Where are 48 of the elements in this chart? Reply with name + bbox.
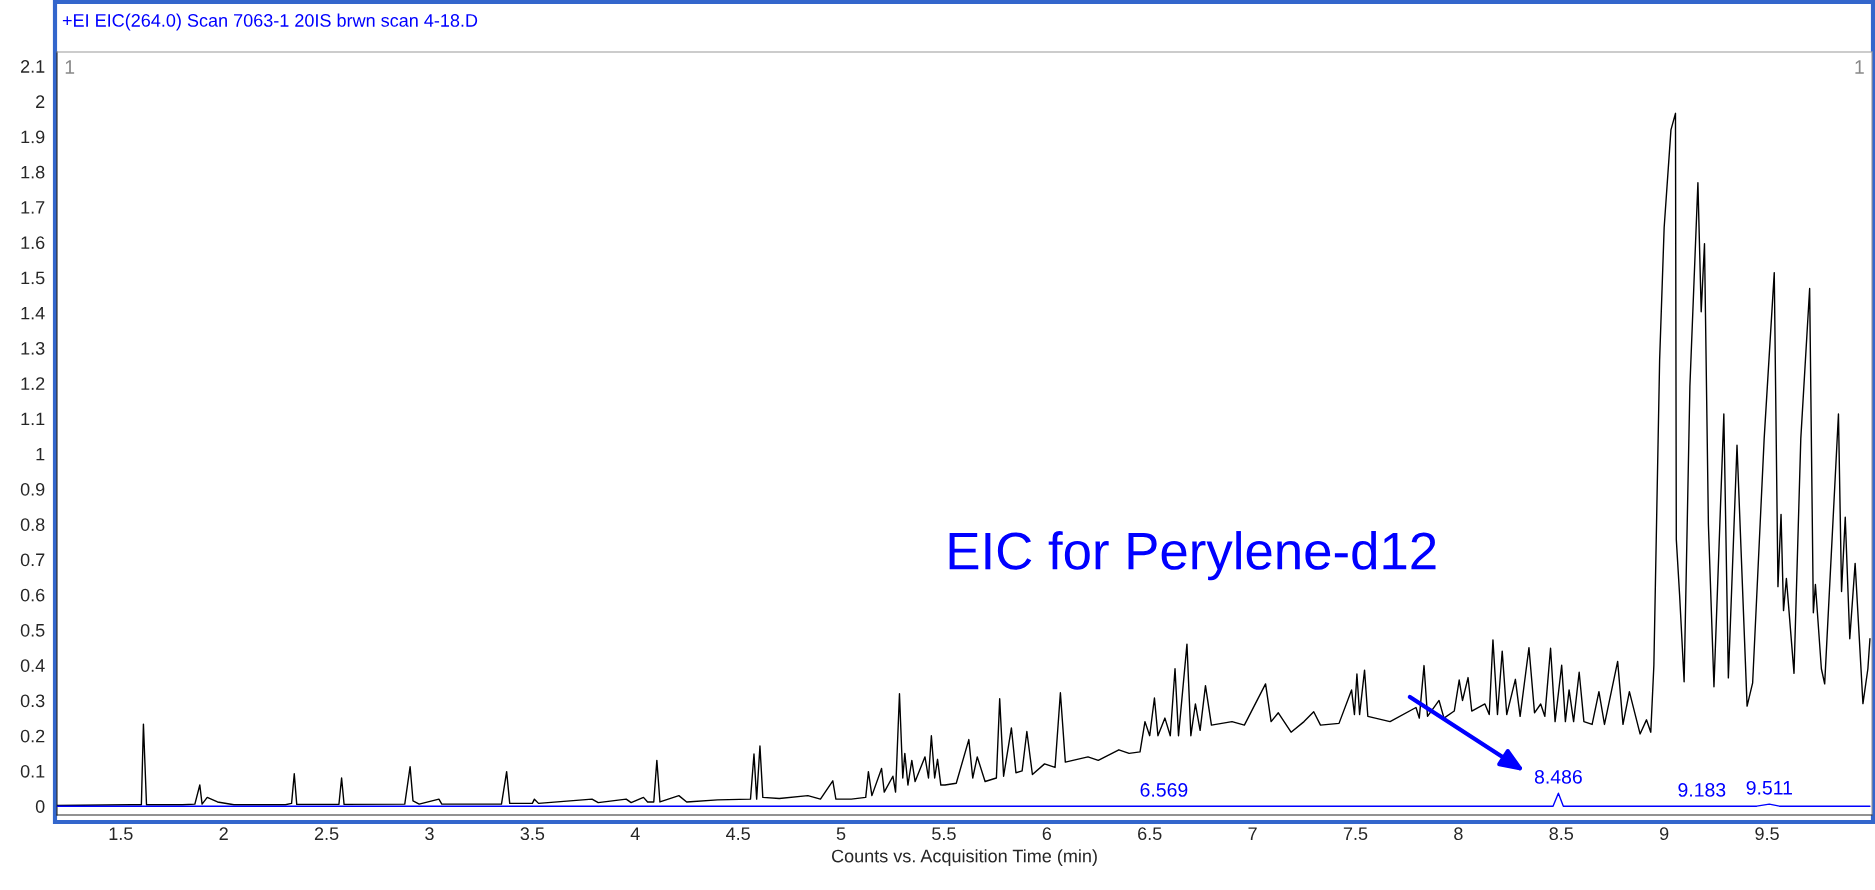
y-tick-label: 1.3 — [21, 341, 45, 355]
annotation: 1 — [1855, 60, 1864, 74]
x-tick-label: 9.5 — [1755, 827, 1779, 841]
x-tick-label: 1.5 — [109, 827, 133, 841]
y-tick-label: 1.8 — [21, 165, 45, 179]
y-tick-label: 0 — [35, 800, 45, 813]
y-tick-label: 1.2 — [21, 377, 45, 390]
x-tick-label: 4 — [630, 827, 640, 840]
y-tick-label: 0.6 — [20, 588, 45, 602]
x-tick-label: 3 — [425, 827, 434, 841]
annotation: 8.486 — [1534, 769, 1582, 784]
x-tick-label: 5.5 — [932, 827, 956, 841]
y-tick-label: 0.4 — [20, 659, 45, 672]
x-tick-label: 2 — [219, 827, 228, 840]
y-tick-label: 0.1 — [20, 764, 45, 778]
y-tick-label: 1.7 — [21, 201, 45, 214]
annotation: 9.511 — [1746, 780, 1792, 795]
y-tick-label: 1.4 — [21, 306, 45, 320]
x-tick-label: 7.5 — [1343, 827, 1368, 841]
x-tick-label: 8.5 — [1549, 827, 1574, 841]
x-axis-title: Counts vs. Acquisition Time (min) — [831, 849, 1097, 867]
y-tick-label: 0.9 — [20, 482, 45, 496]
x-tick-label: 7 — [1248, 827, 1257, 840]
x-tick-label: 5 — [836, 827, 846, 841]
y-tick-label: 1.1 — [21, 412, 45, 426]
y-tick-label: 2 — [36, 95, 45, 108]
x-tick-label: 9 — [1659, 827, 1669, 841]
annotation: 9.183 — [1678, 783, 1726, 797]
y-tick-label: 1.9 — [21, 130, 45, 144]
x-tick-label: 4.5 — [726, 827, 750, 841]
annotation: 1 — [65, 60, 75, 74]
x-tick-label: 6 — [1042, 827, 1052, 841]
x-tick-label: 2.5 — [314, 827, 339, 841]
y-tick-label: 0.2 — [20, 729, 45, 743]
y-tick-label: 0.7 — [20, 553, 45, 567]
y-tick-label: 0.8 — [20, 518, 45, 531]
x-tick-label: 6.5 — [1138, 827, 1162, 841]
y-tick-label: 1.6 — [21, 236, 45, 250]
y-tick-label: 0.3 — [20, 694, 45, 708]
x-tick-label: 8 — [1454, 827, 1463, 841]
y-tick-label: 2.1 — [21, 60, 45, 73]
chart-title: +EI EIC(264.0) Scan 7063-1 20IS brwn scan 4-18.D — [62, 13, 478, 31]
annotation: 6.569 — [1140, 783, 1188, 797]
y-tick-label: 0.5 — [20, 623, 45, 637]
x-tick-label: 3.5 — [520, 827, 545, 841]
annotation: EIC for Perylene-d12 — [949, 531, 1436, 581]
y-tick-label: 1.5 — [21, 271, 45, 285]
y-tick-label: 1 — [36, 447, 45, 461]
